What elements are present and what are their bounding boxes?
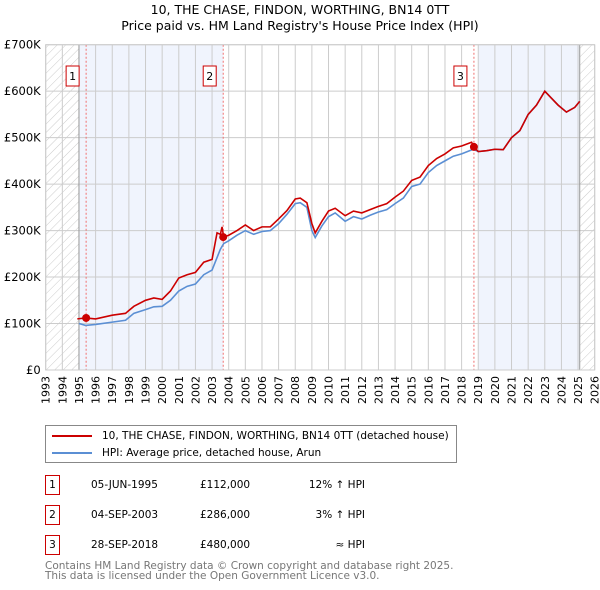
x-tick-label: 1993 xyxy=(40,376,53,404)
x-tick-label: 2024 xyxy=(555,376,568,404)
sale-label-box xyxy=(453,65,468,87)
chart-title: 10, THE CHASE, FINDON, WORTHING, BN14 0T… xyxy=(150,2,450,17)
y-tick-label: £400K xyxy=(4,177,41,191)
sale-label: 3 xyxy=(457,70,464,83)
sale-date: 05-JUN-1995 xyxy=(91,479,158,491)
legend-label: HPI: Average price, detached house, Arun xyxy=(102,447,322,459)
x-tick-label: 2002 xyxy=(189,376,202,404)
sale-label: 1 xyxy=(69,70,76,83)
x-tick-label: 1996 xyxy=(90,376,103,404)
y-tick-label: £100K xyxy=(4,317,41,331)
x-tick-label: 2012 xyxy=(356,376,369,404)
shaded-period xyxy=(478,44,580,370)
y-tick-label: £200K xyxy=(4,270,41,284)
hatched-no-data-region xyxy=(579,44,595,370)
legend: 10, THE CHASE, FINDON, WORTHING, BN14 0T… xyxy=(45,425,457,463)
x-tick-label: 1995 xyxy=(73,376,86,404)
x-tick-label: 2006 xyxy=(256,376,269,404)
sale-point xyxy=(219,233,228,242)
sale-row: 2 04-SEP-2003 £286,000 3% ↑ HPI xyxy=(45,505,445,525)
x-tick-label: 2017 xyxy=(439,376,452,404)
property-price-series-line xyxy=(77,89,581,320)
x-tick-label: 2014 xyxy=(389,376,402,404)
legend-label: 10, THE CHASE, FINDON, WORTHING, BN14 0T… xyxy=(102,430,449,442)
shaded-period xyxy=(78,44,224,370)
x-tick-label: 2013 xyxy=(372,376,385,404)
x-tick-label: 2000 xyxy=(156,376,169,404)
sale-label: 2 xyxy=(206,70,213,83)
sale-price: £112,000 xyxy=(200,479,251,491)
x-tick-label: 2005 xyxy=(239,376,252,404)
chart-subtitle: Price paid vs. HM Land Registry's House … xyxy=(121,18,479,33)
sale-date: 28-SEP-2018 xyxy=(91,539,159,551)
x-tick-label: 2007 xyxy=(273,376,286,404)
y-tick-label: £600K xyxy=(4,84,41,98)
x-tick-label: 1994 xyxy=(56,376,69,404)
plot-border xyxy=(45,44,596,371)
x-tick-label: 2010 xyxy=(323,376,336,404)
x-tick-label: 2018 xyxy=(456,376,469,404)
sale-vs-hpi: 12% ↑ HPI xyxy=(308,479,365,491)
y-tick-label: £500K xyxy=(4,131,41,145)
x-tick-label: 2021 xyxy=(506,376,519,404)
x-tick-label: 2011 xyxy=(339,376,352,404)
x-tick-label: 2025 xyxy=(572,376,585,404)
plot-area: 1993 1994 1995 1996 1997 1998 1999 2000 2001 2002… xyxy=(4,38,600,404)
sale-price: £480,000 xyxy=(200,539,251,551)
x-tick-label: 2023 xyxy=(539,376,552,404)
sale-price: £286,000 xyxy=(200,509,251,521)
sale-point xyxy=(82,313,91,322)
x-tick-label: 2020 xyxy=(489,376,502,404)
x-tick-label: 2026 xyxy=(589,376,600,404)
x-tick-label: 2008 xyxy=(289,376,302,404)
sale-point xyxy=(469,142,478,151)
x-tick-label: 2015 xyxy=(406,376,419,404)
x-tick-label: 1998 xyxy=(123,376,136,404)
x-tick-label: 2009 xyxy=(306,376,319,404)
legend-swatch-red xyxy=(52,435,92,437)
legend-swatch-blue xyxy=(52,452,92,454)
sale-vs-hpi: ≈ HPI xyxy=(335,539,365,551)
x-tick-label: 1997 xyxy=(106,376,119,404)
sale-label-box xyxy=(202,65,217,87)
x-tick-label: 1999 xyxy=(140,376,153,404)
x-tick-label: 2019 xyxy=(472,376,485,404)
legend-item-property: 10, THE CHASE, FINDON, WORTHING, BN14 0T… xyxy=(46,428,449,444)
x-tick-label: 2004 xyxy=(223,376,236,404)
x-tick-label: 2001 xyxy=(173,376,186,404)
sale-row: 3 28-SEP-2018 £480,000 ≈ HPI xyxy=(45,535,445,555)
x-tick-label: 2016 xyxy=(422,376,435,404)
sale-marker-badge: 3 xyxy=(45,535,60,555)
footer-licence: This data is licensed under the Open Gov… xyxy=(45,570,380,582)
x-tick-label: 2022 xyxy=(522,376,535,404)
sale-date: 04-SEP-2003 xyxy=(91,509,159,521)
sale-vs-hpi: 3% ↑ HPI xyxy=(315,509,365,521)
x-tick-label: 2003 xyxy=(206,376,219,404)
footer: Contains HM Land Registry data © Crown c… xyxy=(45,560,454,582)
sale-marker-badge: 1 xyxy=(45,475,60,495)
y-tick-label: £0 xyxy=(26,363,41,377)
y-tick-label: £700K xyxy=(4,38,41,52)
sale-row: 1 05-JUN-1995 £112,000 12% ↑ HPI xyxy=(45,475,445,495)
footer-copyright: Contains HM Land Registry data © Crown c… xyxy=(45,560,454,572)
legend-item-hpi: HPI: Average price, detached house, Arun xyxy=(46,445,321,461)
sale-marker-badge: 2 xyxy=(45,505,60,525)
y-tick-label: £300K xyxy=(4,224,41,238)
sale-label-box xyxy=(65,65,80,87)
